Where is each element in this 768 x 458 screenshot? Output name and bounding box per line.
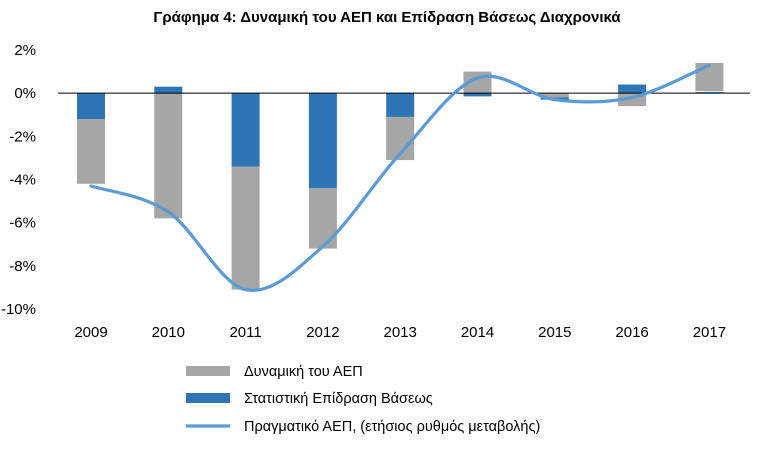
line-series bbox=[89, 63, 711, 292]
real-gdp-line bbox=[89, 63, 711, 292]
y-tick-label: 2% bbox=[14, 42, 36, 59]
bars bbox=[77, 62, 724, 290]
bar-gdp-dynamics-2015 bbox=[540, 93, 569, 98]
x-tick-label-2014: 2014 bbox=[461, 324, 494, 341]
bar-gdp-dynamics-2017 bbox=[695, 62, 724, 92]
bar-gdp-dynamics-2010 bbox=[154, 93, 183, 219]
bar-base-effect-2016 bbox=[618, 84, 647, 94]
x-tick-label-2017: 2017 bbox=[693, 324, 726, 341]
bar-base-effect-2010 bbox=[154, 86, 183, 94]
x-tick-label-2009: 2009 bbox=[74, 324, 107, 341]
bar-base-effect-2011 bbox=[231, 93, 260, 167]
x-tick-label-2016: 2016 bbox=[615, 324, 648, 341]
y-tick-label: -8% bbox=[9, 258, 36, 275]
x-tick-label-2010: 2010 bbox=[152, 324, 185, 341]
bar-gdp-dynamics-2009 bbox=[77, 119, 105, 184]
x-tick-label-2012: 2012 bbox=[306, 324, 339, 341]
legend-swatch-1 bbox=[186, 393, 230, 403]
chart-title: Γράφημα 4: Δυναμική του ΑΕΠ και Επίδραση… bbox=[153, 9, 621, 26]
y-tick-label: -2% bbox=[9, 128, 36, 145]
x-axis-ticks: 2009 2010 2011 2012 2013 2014 2015 2016 2017 bbox=[74, 324, 726, 341]
y-tick-label: 0% bbox=[14, 85, 36, 102]
x-tick-label-2011: 2011 bbox=[229, 324, 261, 341]
x-tick-label-2015: 2015 bbox=[538, 324, 571, 341]
legend: Δυναμική του ΑΕΠ Στατιστική Επίδραση Βάσε… bbox=[186, 364, 540, 435]
legend-label-0: Δυναμική του ΑΕΠ bbox=[244, 364, 363, 380]
bar-base-effect-2014 bbox=[463, 93, 492, 97]
bar-gdp-dynamics-2011 bbox=[231, 166, 260, 290]
bar-base-effect-2013 bbox=[386, 93, 415, 117]
y-tick-label: -4% bbox=[9, 172, 36, 189]
y-axis-ticks: 2% 0% -2% -4% -6% -8% -10% bbox=[1, 42, 36, 318]
legend-label-1: Στατιστική Επίδραση Βάσεως bbox=[244, 391, 433, 407]
bar-base-effect-2012 bbox=[308, 93, 337, 189]
y-tick-label: -10% bbox=[1, 301, 36, 318]
legend-swatch-0 bbox=[186, 366, 230, 376]
y-tick-label: -6% bbox=[9, 215, 36, 232]
bar-base-effect-2009 bbox=[77, 93, 105, 120]
x-tick-label-2013: 2013 bbox=[384, 324, 417, 341]
bar-gdp-dynamics-2012 bbox=[308, 188, 337, 249]
bar-base-effect-2017 bbox=[695, 92, 724, 94]
legend-label-2: Πραγματικό ΑΕΠ, (ετήσιος ρυθμός μεταβολή… bbox=[244, 419, 540, 435]
